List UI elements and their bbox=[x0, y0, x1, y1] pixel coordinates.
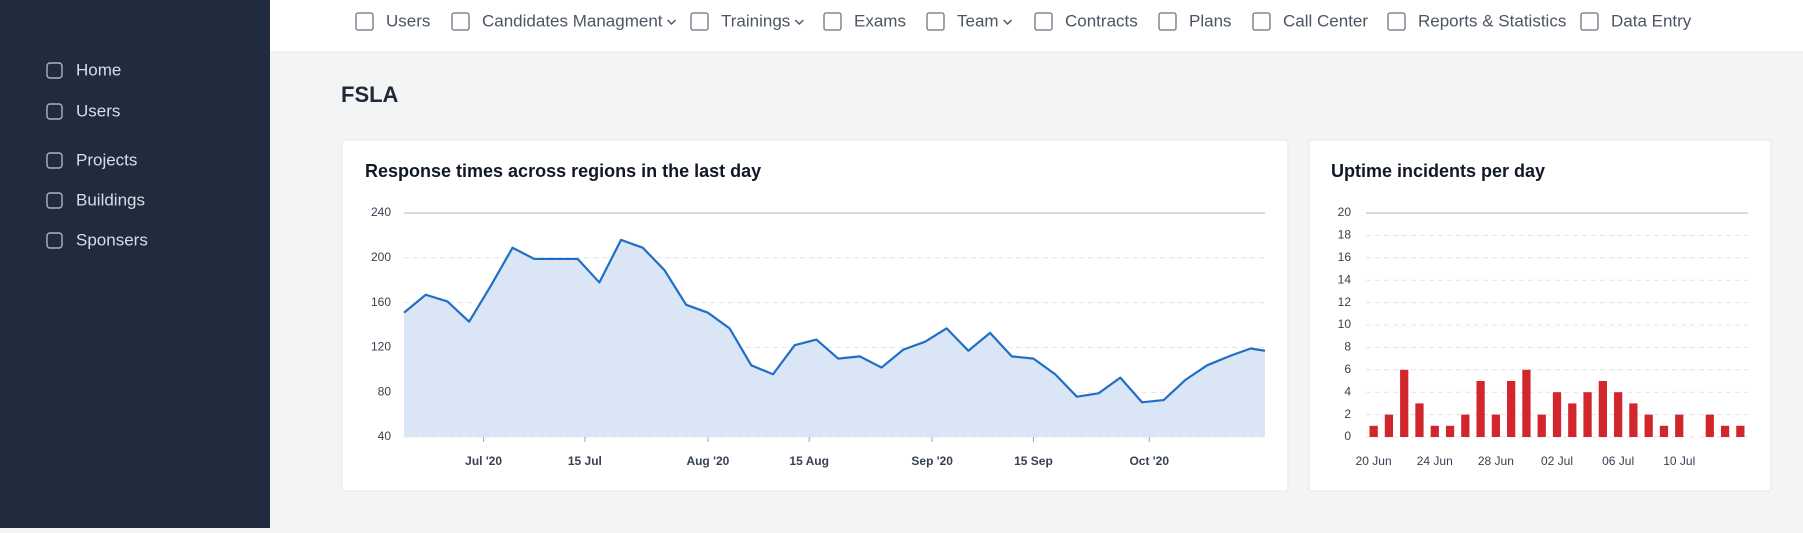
bar bbox=[1552, 392, 1562, 437]
y-tick-label: 6 bbox=[1344, 362, 1351, 376]
y-tick-label: 20 bbox=[1338, 205, 1352, 219]
nav-icon bbox=[451, 12, 470, 31]
x-tick-label: 15 Sep bbox=[1014, 454, 1053, 468]
sidebar-icon bbox=[46, 152, 63, 169]
nav-item[interactable]: Contracts bbox=[1065, 11, 1138, 30]
page-title: FSLA bbox=[341, 82, 399, 107]
sidebar-item[interactable]: Buildings bbox=[76, 190, 145, 209]
dropdown-caret bbox=[667, 19, 677, 25]
dropdown-caret bbox=[794, 19, 804, 25]
x-tick-label: Aug '20 bbox=[686, 454, 729, 468]
nav-icon bbox=[926, 12, 945, 31]
bar bbox=[1522, 369, 1531, 437]
chart-title: Uptime incidents per day bbox=[1331, 161, 1545, 181]
y-tick-label: 16 bbox=[1338, 250, 1352, 264]
y-tick-label: 40 bbox=[378, 429, 392, 443]
y-tick-label: 200 bbox=[371, 250, 391, 264]
bar bbox=[1430, 425, 1439, 437]
y-tick-label: 14 bbox=[1338, 272, 1352, 286]
y-tick-label: 160 bbox=[371, 295, 391, 309]
sidebar-item[interactable]: Sponsers bbox=[76, 230, 148, 249]
y-tick-label: 10 bbox=[1338, 317, 1352, 331]
nav-item[interactable]: Team bbox=[957, 11, 999, 30]
card bbox=[1308, 139, 1772, 492]
chart-title: Response times across regions in the las… bbox=[365, 161, 761, 181]
dropdown-caret bbox=[1003, 19, 1013, 25]
bar bbox=[1629, 403, 1638, 437]
bar bbox=[1445, 425, 1455, 437]
x-tick-label: 28 Jun bbox=[1478, 454, 1514, 468]
nav-icon bbox=[1252, 12, 1271, 31]
y-tick-label: 4 bbox=[1344, 384, 1351, 398]
bar bbox=[1613, 392, 1623, 437]
x-tick-label: 15 Jul bbox=[568, 454, 602, 468]
bar bbox=[1507, 381, 1516, 437]
x-tick-label: 02 Jul bbox=[1541, 454, 1573, 468]
nav-item[interactable]: Reports & Statistics bbox=[1418, 11, 1566, 30]
nav-item[interactable]: Plans bbox=[1189, 11, 1232, 30]
bar bbox=[1583, 392, 1592, 437]
sidebar-icon bbox=[46, 62, 63, 79]
bar bbox=[1537, 414, 1546, 437]
sidebar-item[interactable]: Projects bbox=[76, 150, 137, 169]
bar bbox=[1736, 425, 1745, 437]
nav-item[interactable]: Trainings bbox=[721, 11, 790, 30]
x-tick-label: Sep '20 bbox=[911, 454, 953, 468]
y-tick-label: 8 bbox=[1344, 340, 1351, 354]
y-tick-label: 0 bbox=[1344, 429, 1351, 443]
bar bbox=[1384, 414, 1394, 437]
y-tick-label: 2 bbox=[1344, 407, 1351, 421]
y-tick-label: 18 bbox=[1338, 228, 1352, 242]
nav-icon bbox=[690, 12, 709, 31]
sidebar-item[interactable]: Users bbox=[76, 101, 120, 120]
y-tick-label: 120 bbox=[371, 340, 391, 354]
nav-icon bbox=[1034, 12, 1053, 31]
bar bbox=[1568, 403, 1577, 437]
top-nav bbox=[270, 0, 1803, 52]
bar bbox=[1598, 381, 1607, 437]
sidebar-icon bbox=[46, 192, 63, 209]
nav-item[interactable]: Users bbox=[386, 11, 430, 30]
nav-icon bbox=[1158, 12, 1177, 31]
bar bbox=[1659, 425, 1669, 437]
bar bbox=[1400, 369, 1409, 437]
bar bbox=[1675, 414, 1684, 437]
x-tick-label: 06 Jul bbox=[1602, 454, 1634, 468]
x-tick-label: 15 Aug bbox=[789, 454, 829, 468]
nav-icon bbox=[1387, 12, 1406, 31]
bar bbox=[1720, 425, 1730, 437]
x-tick-label: 24 Jun bbox=[1417, 454, 1453, 468]
y-tick-label: 12 bbox=[1338, 295, 1352, 309]
area-fill bbox=[404, 239, 1265, 437]
line bbox=[403, 238, 1266, 404]
bar bbox=[1369, 425, 1378, 437]
bar bbox=[1705, 414, 1714, 437]
sidebar-icon bbox=[46, 232, 63, 249]
sidebar bbox=[0, 0, 270, 528]
bar bbox=[1491, 414, 1501, 437]
y-tick-label: 240 bbox=[371, 205, 391, 219]
nav-icon bbox=[355, 12, 374, 31]
sidebar-item[interactable]: Home bbox=[76, 60, 121, 79]
nav-item[interactable]: Exams bbox=[854, 11, 906, 30]
nav-item[interactable]: Candidates Managment bbox=[482, 11, 663, 30]
bar bbox=[1461, 414, 1470, 437]
x-tick-label: 20 Jun bbox=[1356, 454, 1392, 468]
nav-item[interactable]: Call Center bbox=[1283, 11, 1368, 30]
x-tick-label: Oct '20 bbox=[1129, 454, 1169, 468]
sidebar-icon bbox=[46, 103, 63, 120]
bar bbox=[1415, 403, 1424, 437]
x-tick-label: 10 Jul bbox=[1663, 454, 1695, 468]
x-tick-label: Jul '20 bbox=[465, 454, 502, 468]
nav-item[interactable]: Data Entry bbox=[1611, 11, 1692, 30]
bar bbox=[1476, 381, 1485, 437]
nav-icon bbox=[1580, 12, 1599, 31]
nav-icon bbox=[823, 12, 842, 31]
bar bbox=[1644, 414, 1653, 437]
y-tick-label: 80 bbox=[378, 384, 392, 398]
